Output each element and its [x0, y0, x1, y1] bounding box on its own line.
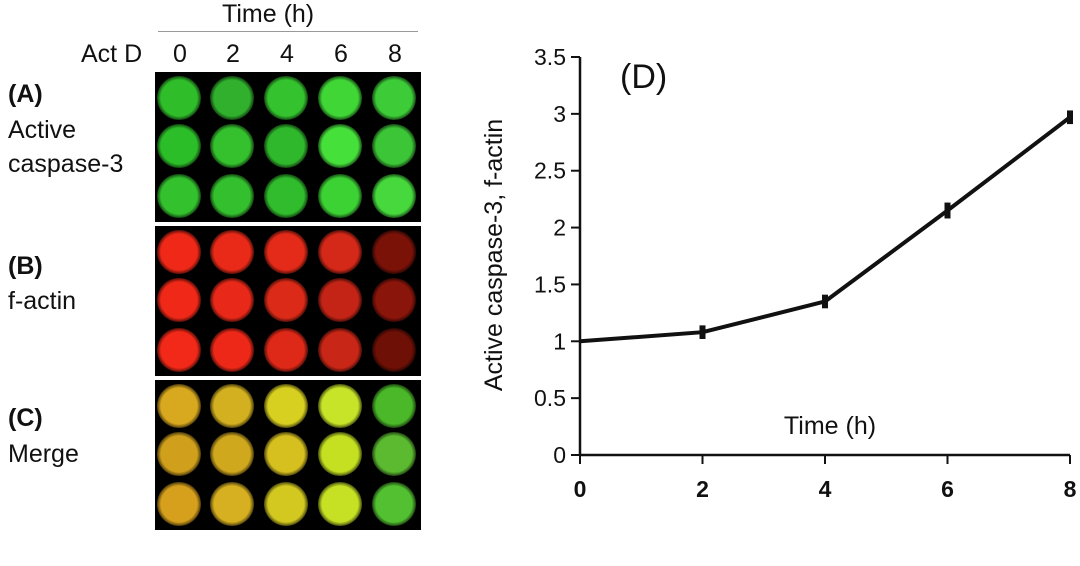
x-tick-label: 4 [819, 476, 832, 502]
well-a-r3-t2 [210, 174, 254, 218]
y-tick-label: 0 [553, 442, 566, 468]
well-a-r2-t0 [157, 124, 201, 168]
well-c-r1-t6 [318, 384, 362, 428]
x-axis-label: Time (h) [784, 412, 876, 440]
well-c-r2-t4 [264, 432, 308, 476]
y-tick-label: 3.5 [534, 44, 566, 70]
chart-panel-label: (D) [620, 58, 667, 96]
well-a-r2-t6 [318, 124, 362, 168]
well-a-r3-t6 [318, 174, 362, 218]
panel-c-label: Merge [8, 440, 79, 468]
well-a-r2-t4 [264, 124, 308, 168]
panel-a-tag: (A) [8, 80, 43, 108]
well-b-r1-t4 [264, 230, 308, 274]
time-point-4: 4 [280, 40, 294, 68]
well-c-r2-t8 [372, 432, 416, 476]
well-b-r2-t8 [372, 278, 416, 322]
well-b-r1-t2 [210, 230, 254, 274]
well-c-r3-t2 [210, 482, 254, 526]
well-a-r3-t4 [264, 174, 308, 218]
well-b-r1-t6 [318, 230, 362, 274]
y-tick-label: 2.5 [534, 158, 566, 184]
well-b-r2-t6 [318, 278, 362, 322]
panel-a-image [155, 72, 421, 222]
well-b-r2-t4 [264, 278, 308, 322]
well-c-r2-t2 [210, 432, 254, 476]
time-header-rule [158, 31, 418, 32]
well-c-r1-t0 [157, 384, 201, 428]
time-point-6: 6 [334, 40, 348, 68]
y-tick-label: 2 [553, 215, 566, 241]
panel-b-tag: (B) [8, 252, 43, 280]
panel-a-label-line1: Active [8, 116, 77, 144]
well-b-r3-t2 [210, 328, 254, 372]
panel-c-image [155, 380, 421, 530]
well-a-r3-t8 [372, 174, 416, 218]
time-point-2: 2 [226, 40, 240, 68]
well-a-r2-t2 [210, 124, 254, 168]
well-c-r2-t0 [157, 432, 201, 476]
well-a-r1-t8 [372, 76, 416, 120]
y-tick-label: 1 [553, 328, 566, 354]
panel-b-image [155, 226, 421, 376]
well-b-r3-t4 [264, 328, 308, 372]
x-tick-label: 8 [1064, 476, 1077, 502]
x-tick-label: 6 [941, 476, 954, 502]
well-a-r2-t8 [372, 124, 416, 168]
well-c-r1-t8 [372, 384, 416, 428]
y-tick-label: 3 [553, 101, 566, 127]
well-c-r3-t8 [372, 482, 416, 526]
well-b-r2-t0 [157, 278, 201, 322]
y-tick-label: 1.5 [534, 271, 566, 297]
well-b-r3-t6 [318, 328, 362, 372]
well-c-r2-t6 [318, 432, 362, 476]
well-c-r3-t0 [157, 482, 201, 526]
panel-c-tag: (C) [8, 404, 43, 432]
time-point-8: 8 [388, 40, 402, 68]
well-c-r3-t6 [318, 482, 362, 526]
panel-b-label: f-actin [8, 287, 77, 315]
well-a-r1-t4 [264, 76, 308, 120]
well-a-r1-t0 [157, 76, 201, 120]
well-b-r3-t0 [157, 328, 201, 372]
well-b-r1-t8 [372, 230, 416, 274]
well-b-r2-t2 [210, 278, 254, 322]
well-b-r3-t8 [372, 328, 416, 372]
well-a-r1-t6 [318, 76, 362, 120]
well-c-r1-t4 [264, 384, 308, 428]
panel-a-label-line2: caspase-3 [8, 150, 124, 178]
actd-label: Act D [81, 40, 143, 68]
well-a-r1-t2 [210, 76, 254, 120]
x-tick-label: 2 [696, 476, 709, 502]
time-header: Time (h) [222, 0, 315, 28]
y-tick-label: 0.5 [534, 385, 566, 411]
well-c-r3-t4 [264, 482, 308, 526]
x-tick-label: 0 [574, 476, 587, 502]
well-b-r1-t0 [157, 230, 201, 274]
time-point-0: 0 [173, 40, 187, 68]
well-a-r3-t0 [157, 174, 201, 218]
well-c-r1-t2 [210, 384, 254, 428]
y-axis-label: Active caspase-3, f-actin [480, 119, 508, 391]
